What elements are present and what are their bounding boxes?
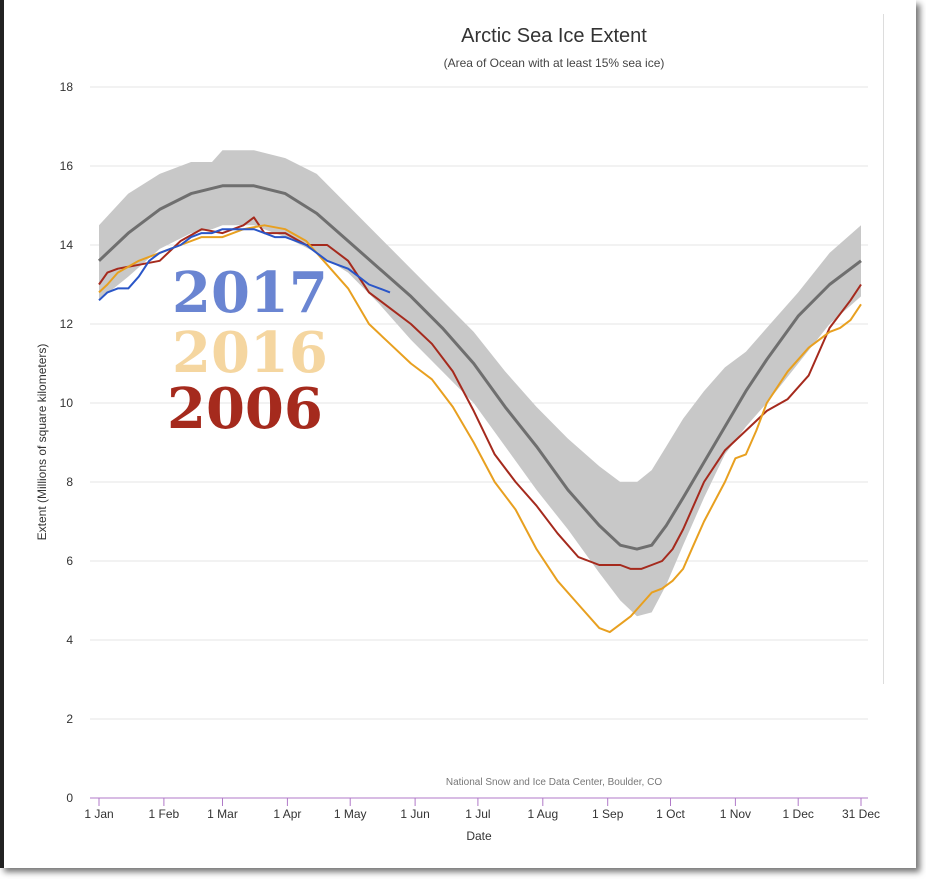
- series-line-2017: [98, 228, 391, 302]
- x-tick-label: 1 May: [334, 807, 367, 821]
- y-tick-label: 12: [60, 317, 74, 331]
- year-label-2016: 2016: [172, 320, 328, 386]
- x-tick-label: 1 Dec: [783, 807, 814, 821]
- y-tick-label: 4: [66, 633, 73, 647]
- y-tick-label: 10: [60, 396, 74, 410]
- y-tick-label: 8: [66, 475, 73, 489]
- x-tick-label: 1 Feb: [149, 807, 180, 821]
- y-tick-label: 0: [66, 791, 73, 805]
- x-tick-label: 1 Jul: [465, 807, 490, 821]
- right-edge-divider: [883, 14, 884, 684]
- x-tick-label: 1 Jun: [400, 807, 429, 821]
- y-tick-label: 18: [60, 80, 74, 94]
- x-tick-label: 1 Sep: [592, 807, 624, 821]
- series-line-median: [97, 184, 862, 551]
- series-line-2006: [98, 216, 862, 570]
- range-band: [99, 150, 861, 617]
- credit-text: National Snow and Ice Data Center, Bould…: [446, 777, 662, 788]
- gridlines: [90, 86, 868, 720]
- series-line-2016: [98, 224, 862, 634]
- frame-edge: [0, 0, 4, 868]
- x-tick-label: 1 Nov: [720, 807, 751, 821]
- y-tick-label: 16: [60, 159, 74, 173]
- interdecile-range-band: [99, 150, 861, 617]
- x-tick-label: 1 Aug: [527, 807, 558, 821]
- y-tick-label: 6: [66, 554, 73, 568]
- year-label-2006: 2006: [167, 376, 323, 442]
- x-tick-label: 1 Jan: [84, 807, 113, 821]
- x-tick-label: 31 Dec: [842, 807, 880, 821]
- x-axis-title: Date: [466, 829, 492, 843]
- y-tick-label: 14: [60, 238, 74, 252]
- y-tick-label: 2: [66, 712, 73, 726]
- chart-subtitle: (Area of Ocean with at least 15% sea ice…: [444, 56, 665, 70]
- year-label-2017: 2017: [172, 260, 328, 326]
- y-axis-title: Extent (Millions of square kilometers): [35, 344, 49, 541]
- x-tick-label: 1 Apr: [273, 807, 301, 821]
- x-tick-label: 1 Mar: [207, 807, 238, 821]
- chart-title: Arctic Sea Ice Extent: [461, 25, 647, 47]
- screenshot-frame: [0, 0, 916, 868]
- overlay-year-labels: 2017 2016 2006: [167, 260, 328, 442]
- series-lines: [97, 184, 862, 634]
- axes: 0 2 4 6 8 10 12 14 16 18 1 Jan 1 Feb 1 Mar 1 Apr 1 May…: [60, 80, 880, 821]
- x-tick-label: 1 Oct: [656, 807, 685, 821]
